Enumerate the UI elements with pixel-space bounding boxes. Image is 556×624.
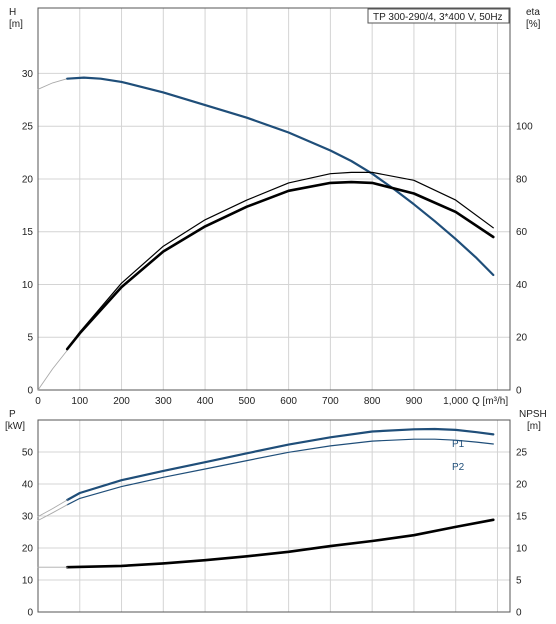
legend-box <box>367 8 510 24</box>
y-left-tick-label: 25 <box>22 122 34 133</box>
y-right-tick-label: 0 <box>516 386 522 397</box>
series-line-top-2 <box>37 349 68 391</box>
y-left-tick-label: 0 <box>27 386 33 397</box>
efficiency-axis-unit: [%] <box>526 19 541 30</box>
power-axis-unit: [kW] <box>5 421 25 432</box>
y-left-tick-label: 5 <box>27 333 33 344</box>
x-tick-label: 400 <box>197 396 214 407</box>
x-tick-label: 0 <box>35 396 41 407</box>
y-left-tick-label: 10 <box>22 280 34 291</box>
head-axis-unit: [m] <box>9 19 23 30</box>
y-right-tick-label: 10 <box>516 544 528 555</box>
x-tick-label: 200 <box>113 396 130 407</box>
y-right-tick-label: 60 <box>516 227 528 238</box>
bottom-chart-series <box>37 427 495 569</box>
x-tick-label: 800 <box>364 396 381 407</box>
x-tick-label: 100 <box>71 396 88 407</box>
y-right-tick-label: 5 <box>516 576 522 587</box>
npsh-axis-label: NPSH <box>519 409 547 420</box>
series-label-p2: P2 <box>452 462 465 473</box>
series-label-p1: P1 <box>452 439 465 450</box>
y-right-tick-label: 15 <box>516 512 528 523</box>
y-right-tick-label: 0 <box>516 608 522 619</box>
y-left-tick-label: 15 <box>22 227 34 238</box>
y-left-tick-label: 10 <box>22 576 34 587</box>
bottom-chart-tick-labels: 0 10 20 30 40 50 0 5 10 15 20 25 <box>22 448 528 619</box>
top-chart-grid <box>38 8 510 391</box>
y-left-tick-label: 20 <box>22 174 34 185</box>
x-tick-label: 500 <box>239 396 256 407</box>
series-line-top-1 <box>66 76 495 277</box>
series-line-top-3 <box>66 171 494 350</box>
series-line-bottom-3 <box>37 504 68 521</box>
series-line-top-4 <box>65 180 495 351</box>
x-tick-label: Q [m³/h] <box>472 396 508 407</box>
y-right-tick-label: 100 <box>516 122 533 133</box>
bottom-chart-grid <box>38 420 510 613</box>
y-right-tick-label: 80 <box>516 174 528 185</box>
y-left-tick-label: 20 <box>22 544 34 555</box>
y-right-tick-label: 20 <box>516 480 528 491</box>
series-line-bottom-4 <box>65 518 495 569</box>
y-left-tick-label: 30 <box>22 69 34 80</box>
y-left-tick-label: 30 <box>22 512 34 523</box>
y-right-tick-label: 20 <box>516 333 528 344</box>
legend-text: TP 300-290/4, 3*400 V, 50Hz <box>373 12 503 23</box>
y-left-tick-label: 50 <box>22 448 34 459</box>
top-plot-frame <box>37 7 511 391</box>
npsh-axis-unit: [m] <box>527 421 541 432</box>
series-line-bottom-2 <box>66 438 494 506</box>
y-right-tick-label: 40 <box>516 280 528 291</box>
top-chart-series <box>37 76 495 391</box>
x-tick-label: 900 <box>406 396 423 407</box>
y-left-tick-label: 40 <box>22 480 34 491</box>
y-right-tick-label: 25 <box>516 448 528 459</box>
x-tick-label: 1,000 <box>443 396 468 407</box>
series-line-bottom-1 <box>37 499 68 518</box>
series-line-bottom-0 <box>66 427 495 502</box>
x-tick-label: 300 <box>155 396 172 407</box>
efficiency-axis-label: eta <box>526 7 540 18</box>
x-tick-label: 600 <box>280 396 297 407</box>
bottom-plot-frame <box>37 419 511 613</box>
y-left-tick-label: 0 <box>27 608 33 619</box>
x-tick-label: 700 <box>322 396 339 407</box>
power-axis-label: P <box>9 409 16 420</box>
series-line-top-0 <box>37 78 68 90</box>
head-axis-label: H <box>9 7 16 18</box>
